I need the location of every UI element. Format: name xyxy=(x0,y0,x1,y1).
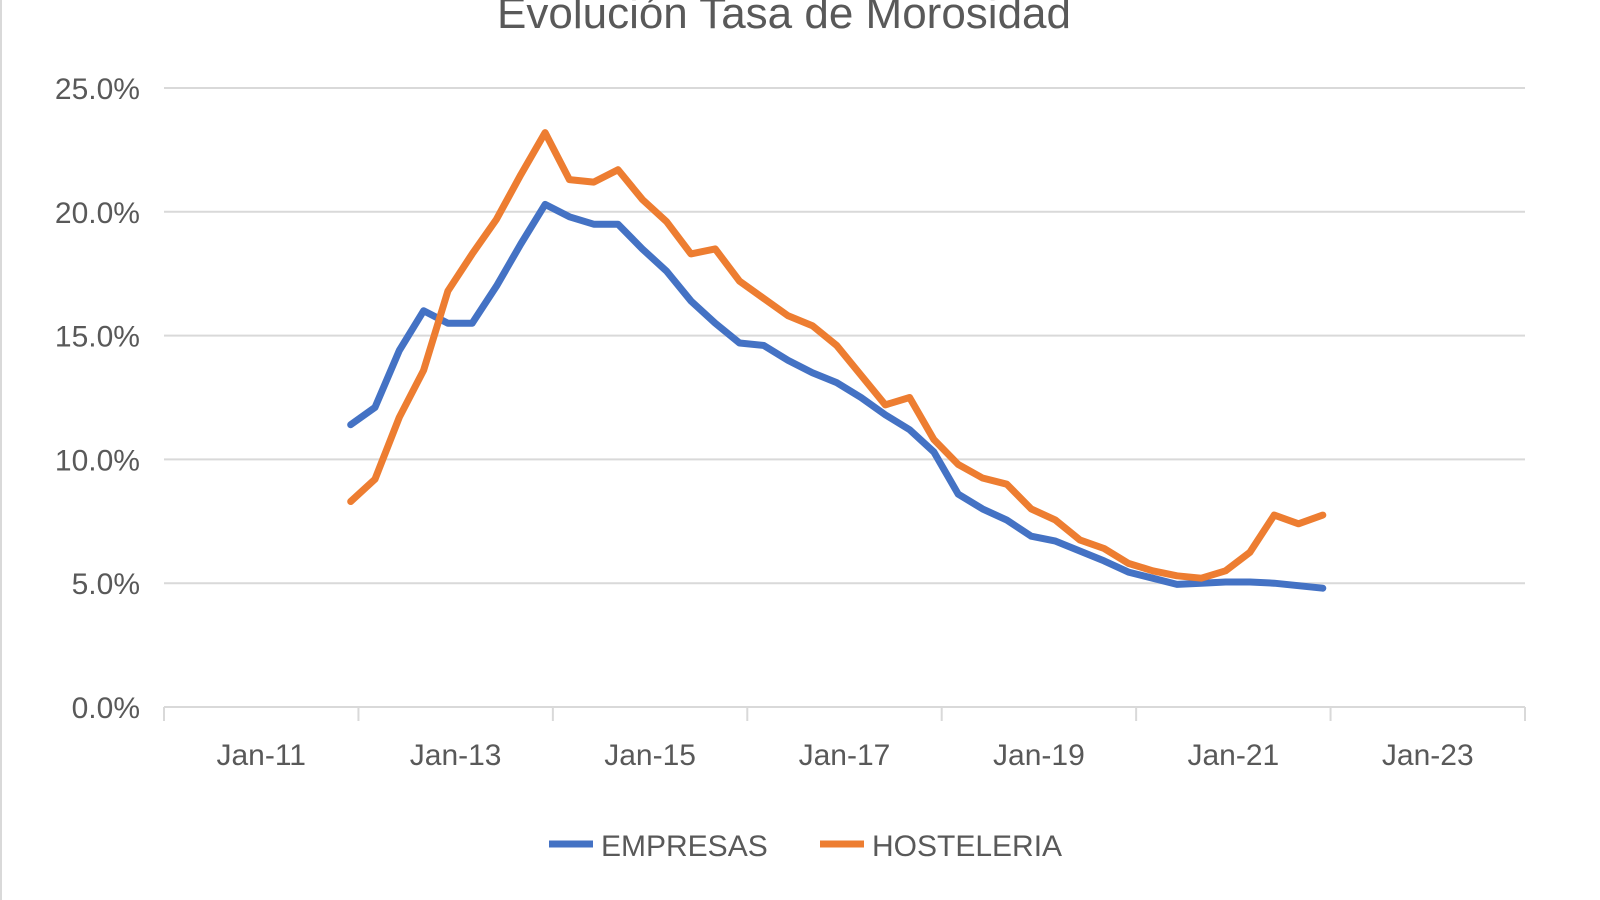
x-tick-label: Jan-19 xyxy=(993,739,1085,772)
legend-label-empresas: EMPRESAS xyxy=(601,830,768,863)
y-tick-label: 5.0% xyxy=(72,568,140,601)
y-tick-label: 15.0% xyxy=(55,321,140,354)
legend-label-hosteleria: HOSTELERIA xyxy=(872,830,1062,863)
x-tick-label: Jan-13 xyxy=(410,739,502,772)
x-tick-label: Jan-21 xyxy=(1187,739,1279,772)
x-tick-label: Jan-23 xyxy=(1382,739,1474,772)
x-tick-label: Jan-17 xyxy=(799,739,891,772)
chart-title: Evolución Tasa de Morosidad xyxy=(497,0,1071,38)
y-tick-label: 10.0% xyxy=(55,444,140,477)
x-tick-label: Jan-15 xyxy=(604,739,696,772)
series-line-empresas xyxy=(347,200,1327,592)
series-line-hosteleria xyxy=(347,129,1327,582)
x-tick-label: Jan-11 xyxy=(216,739,306,772)
y-tick-label: 0.0% xyxy=(72,692,140,725)
y-tick-label: 25.0% xyxy=(55,73,140,106)
y-tick-label: 20.0% xyxy=(55,197,140,230)
